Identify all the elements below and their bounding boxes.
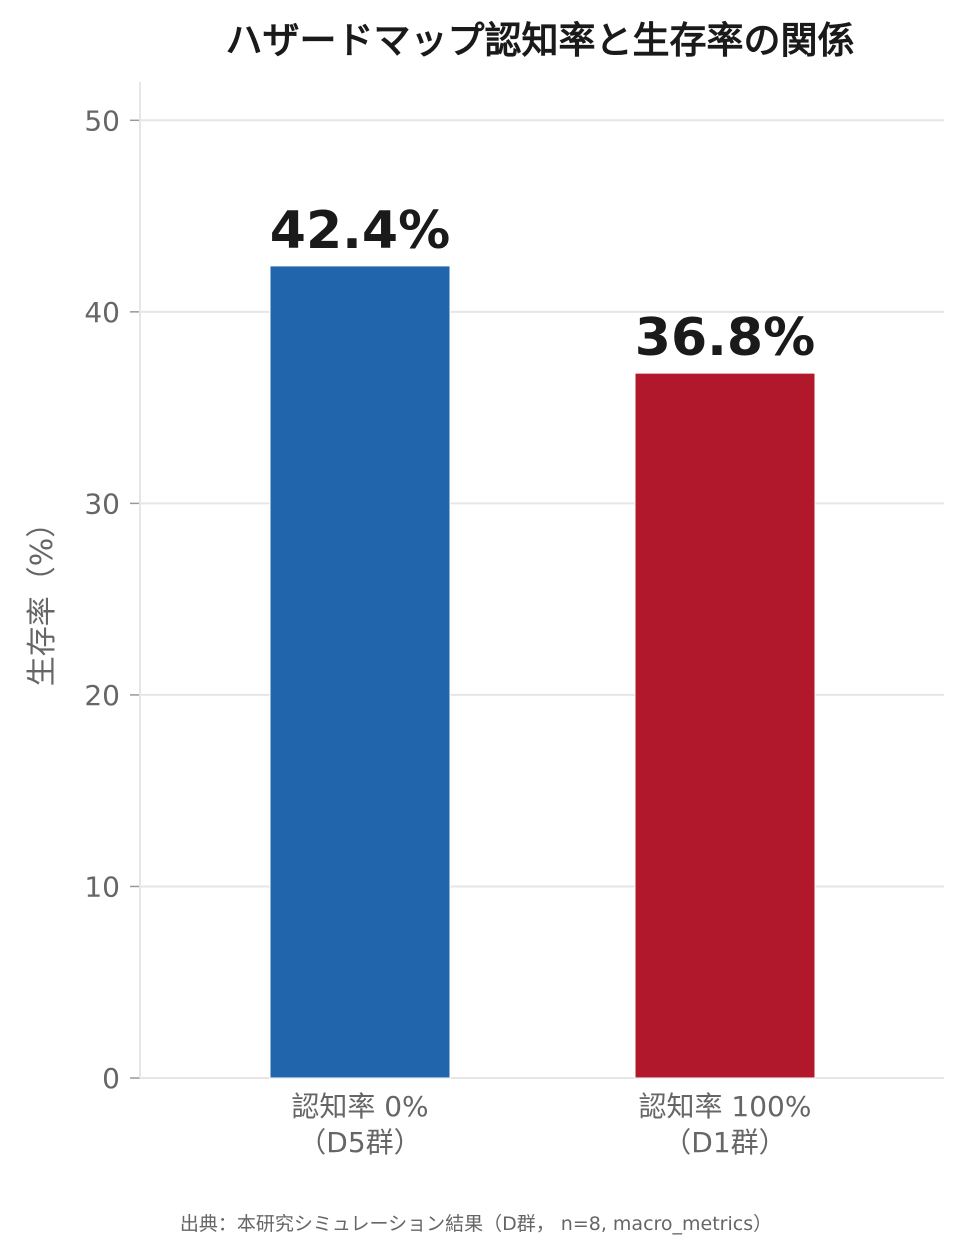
bar xyxy=(634,372,816,1079)
source-note: 出典：本研究シミュレーション結果（D群， n=8, macro_metrics） xyxy=(180,1213,772,1235)
x-category-labels: 認知率 0%（D5群） 認知率 100%（D1群） xyxy=(291,1090,811,1159)
y-tick-label: 0 xyxy=(102,1062,120,1095)
x-category-label: 認知率 0%（D5群） xyxy=(291,1090,428,1159)
y-axis-label: 生存率（%） xyxy=(25,508,60,687)
x-category-label: 認知率 100%（D1群） xyxy=(639,1090,812,1159)
data-label: 42.4% xyxy=(270,201,450,261)
y-tick-label: 10 xyxy=(84,870,120,903)
x-category-label-line: （D1群） xyxy=(663,1126,786,1159)
y-tick-label: 20 xyxy=(84,679,120,712)
data-label: 36.8% xyxy=(635,308,815,368)
y-tick-label: 50 xyxy=(84,104,120,137)
x-category-label-line: 認知率 100% xyxy=(639,1090,812,1123)
y-tick-label: 30 xyxy=(84,487,120,520)
x-category-label-line: 認知率 0% xyxy=(291,1090,428,1123)
x-category-label-line: （D5群） xyxy=(298,1126,421,1159)
y-tick-label: 40 xyxy=(84,296,120,329)
bar xyxy=(269,265,451,1079)
chart-title: ハザードマップ認知率と生存率の関係 xyxy=(226,19,855,62)
bars xyxy=(269,265,816,1079)
axes xyxy=(130,82,944,1079)
data-labels: 42.4% 36.8% xyxy=(270,201,815,368)
y-tick-labels: 0 10 20 30 40 50 xyxy=(84,104,120,1095)
grid-lines xyxy=(140,119,944,888)
